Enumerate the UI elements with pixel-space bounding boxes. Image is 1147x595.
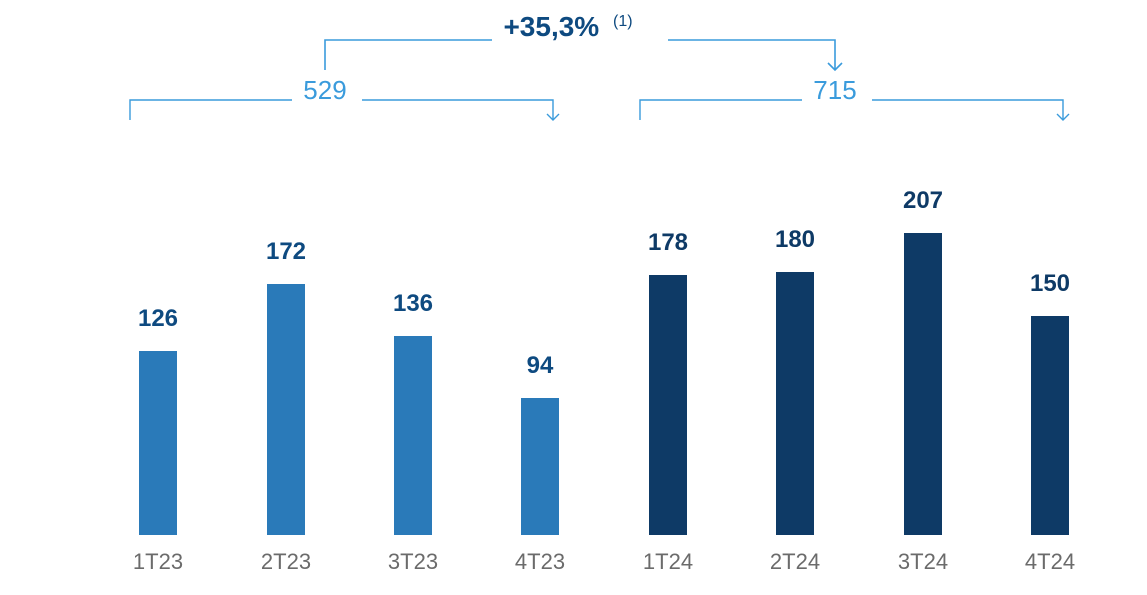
chart-container: 1261T231722T231363T23944T231781T241802T2… [0, 0, 1147, 595]
bracket-group-2024 [0, 0, 1147, 595]
